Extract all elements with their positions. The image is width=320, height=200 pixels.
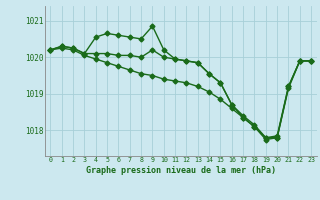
X-axis label: Graphe pression niveau de la mer (hPa): Graphe pression niveau de la mer (hPa): [86, 166, 276, 175]
